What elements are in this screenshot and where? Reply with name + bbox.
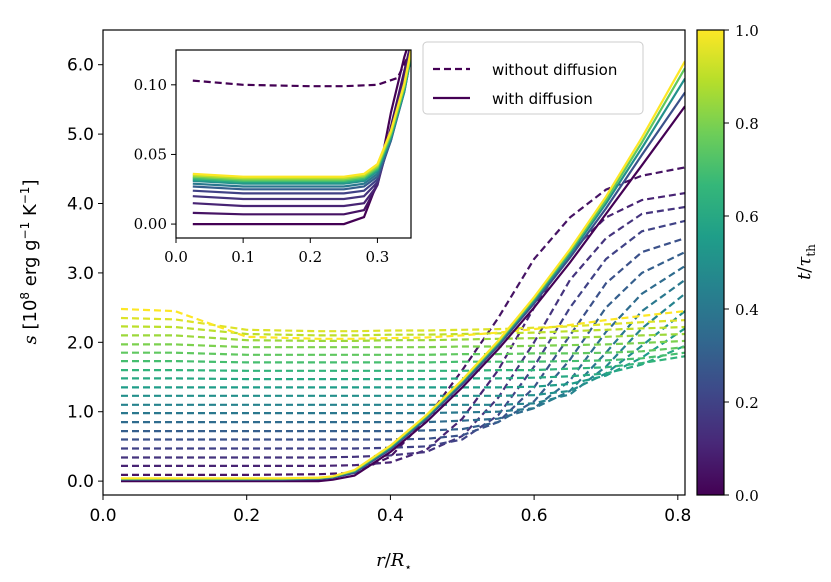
inset-y-tick-label: 0.05 [134,145,167,163]
inset-with-diffusion-line-1 [192,50,411,216]
y-axis-label: s [108 erg g−1 K−1] [18,180,41,345]
x-axis-label: r/R⋆ [376,550,412,574]
inset-y-axis-ticks: 0.00 0.05 0.10 [134,76,176,233]
without-diffusion-line-17 [120,325,685,337]
with-diffusion-curves [121,60,685,483]
with-diffusion-line-0 [121,105,685,483]
main-plot-frame [102,29,686,496]
colorbar-ticks: 0.0 0.2 0.4 0.6 0.8 1.0 [724,22,759,505]
inset-x-tick-label: 0.3 [365,248,389,266]
main-y-axis-ticks: 0.0 1.0 2.0 3.0 4.0 5.0 6.0 [67,56,103,492]
inset-with-diffusion-line-12 [192,50,411,178]
without-diffusion-line-3 [121,219,685,450]
colorbar-tick-label: 0.8 [735,115,759,133]
inset-x-tick-label: 0.2 [298,248,322,266]
without-diffusion-line-11 [121,344,685,381]
inset-with-diffusion-line-0 [192,50,408,226]
without-diffusion-line-0 [121,166,685,476]
x-tick-label: 0.2 [233,506,260,526]
inset-without-diffusion-line [192,50,411,88]
colorbar [696,29,725,496]
without-diffusion-line-4 [121,237,685,441]
inset-y-tick-label: 0.00 [134,215,167,233]
x-tick-label: 0.8 [664,506,691,526]
legend: without diffusion with diffusion [422,41,644,115]
y-tick-label: 4.0 [67,195,94,215]
legend-label-without-diffusion: without diffusion [492,61,617,79]
y-tick-label: 5.0 [67,125,94,145]
inset-x-tick-label: 0.0 [164,248,188,266]
without-diffusion-line-9 [121,310,685,397]
inset-background [176,50,411,238]
y-tick-label: 3.0 [67,264,94,284]
legend-box [422,41,644,115]
without-diffusion-line-14 [121,346,685,356]
without-diffusion-line-10 [121,327,685,389]
inset-y-tick-label: 0.10 [134,76,167,94]
y-tick-label: 2.0 [67,333,94,353]
without-diffusion-line-18 [120,316,685,333]
without-diffusion-line-15 [121,339,685,349]
inset-x-axis-ticks: 0.0 0.1 0.2 0.3 [164,238,389,266]
inset-frame [175,49,412,239]
inset-curves [192,50,411,226]
without-diffusion-line-13 [121,351,685,364]
colorbar-tick-label: 1.0 [735,22,759,40]
colorbar-tick-label: 0.0 [735,487,759,505]
x-tick-label: 0.4 [377,506,404,526]
without-diffusion-line-7 [121,279,685,415]
inset-x-tick-label: 0.1 [231,248,255,266]
x-tick-label: 0.0 [89,506,116,526]
y-tick-label: 1.0 [67,403,94,423]
colorbar-tick-label: 0.4 [735,301,759,319]
colorbar-tick-label: 0.2 [735,394,759,412]
main-x-axis-ticks: 0.0 0.2 0.4 0.6 0.8 [89,495,691,526]
without-diffusion-line-6 [121,265,685,424]
without-diffusion-curves [120,166,685,476]
colorbar-tick-label: 0.6 [735,208,759,226]
without-diffusion-line-19 [120,307,685,340]
without-diffusion-line-5 [121,251,685,433]
without-diffusion-line-16 [121,332,685,342]
y-tick-label: 0.0 [67,472,94,492]
legend-label-with-diffusion: with diffusion [492,90,593,108]
without-diffusion-line-12 [121,355,685,372]
x-tick-label: 0.6 [521,506,548,526]
without-diffusion-line-2 [121,205,685,459]
colorbar-label: t/τth [794,244,818,280]
y-tick-label: 6.0 [67,56,94,76]
with-diffusion-line-4 [121,60,685,480]
